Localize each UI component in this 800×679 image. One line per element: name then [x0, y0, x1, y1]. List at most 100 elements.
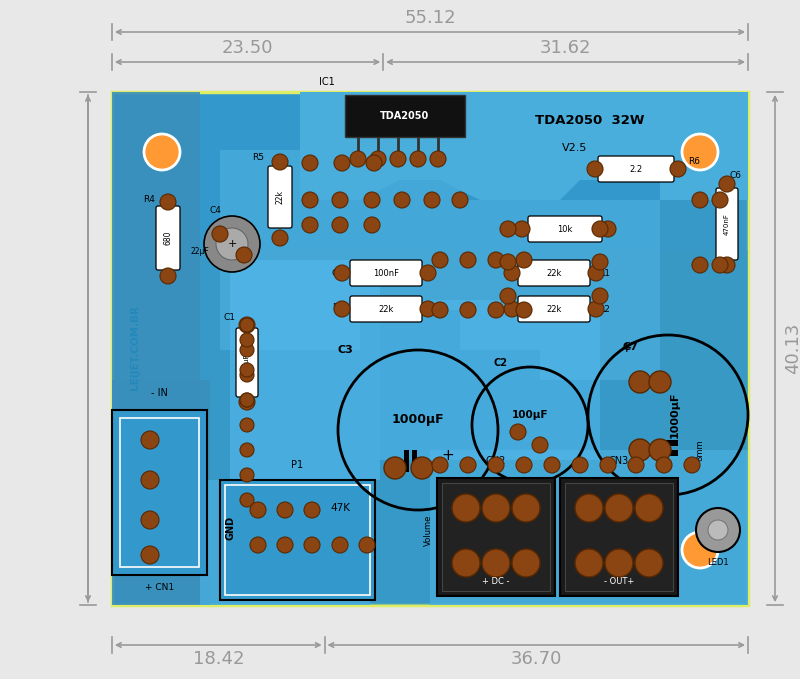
- Polygon shape: [660, 200, 748, 450]
- Circle shape: [141, 511, 159, 529]
- Text: + DC -: + DC -: [482, 577, 510, 586]
- Circle shape: [587, 161, 603, 177]
- Text: 8mm: 8mm: [695, 439, 705, 461]
- Circle shape: [277, 502, 293, 518]
- Text: 100μF: 100μF: [512, 410, 548, 420]
- Bar: [404, 450, 409, 472]
- Circle shape: [719, 257, 735, 273]
- Text: + CN1: + CN1: [145, 583, 174, 592]
- Text: C2: C2: [493, 358, 507, 368]
- Circle shape: [240, 443, 254, 457]
- Circle shape: [240, 318, 254, 332]
- FancyBboxPatch shape: [518, 260, 590, 286]
- Circle shape: [236, 247, 252, 263]
- Polygon shape: [430, 450, 748, 605]
- Circle shape: [384, 457, 406, 479]
- Circle shape: [390, 151, 406, 167]
- Circle shape: [692, 192, 708, 208]
- Circle shape: [512, 494, 540, 522]
- Bar: [442, 483, 550, 591]
- Circle shape: [394, 192, 410, 208]
- Circle shape: [334, 155, 350, 171]
- Circle shape: [304, 502, 320, 518]
- FancyBboxPatch shape: [350, 260, 422, 286]
- Circle shape: [141, 546, 159, 564]
- Circle shape: [141, 471, 159, 489]
- Text: 40.13: 40.13: [784, 323, 800, 374]
- Text: R5: R5: [252, 153, 264, 162]
- Circle shape: [572, 457, 588, 473]
- Text: C7: C7: [622, 342, 638, 352]
- Text: 10k: 10k: [558, 225, 573, 234]
- Text: LED1: LED1: [707, 558, 729, 567]
- Text: P1: P1: [291, 460, 303, 470]
- Circle shape: [239, 394, 255, 410]
- Circle shape: [432, 252, 448, 268]
- Text: R7: R7: [500, 223, 512, 232]
- Circle shape: [708, 520, 728, 540]
- Circle shape: [504, 301, 520, 317]
- Text: C3: C3: [337, 345, 353, 355]
- Circle shape: [304, 537, 320, 553]
- Text: 47K: 47K: [330, 503, 350, 513]
- Circle shape: [332, 537, 348, 553]
- Circle shape: [452, 549, 480, 577]
- Circle shape: [488, 252, 504, 268]
- Circle shape: [504, 265, 520, 281]
- Circle shape: [575, 494, 603, 522]
- Circle shape: [516, 302, 532, 318]
- Text: 22k: 22k: [275, 190, 285, 204]
- Polygon shape: [230, 260, 380, 480]
- Circle shape: [272, 230, 288, 246]
- Circle shape: [719, 176, 735, 192]
- Circle shape: [500, 254, 516, 270]
- Circle shape: [514, 221, 530, 237]
- Text: 18.42: 18.42: [193, 650, 244, 668]
- Circle shape: [605, 549, 633, 577]
- Text: 2.2: 2.2: [630, 164, 642, 174]
- Text: - IN: - IN: [151, 388, 168, 398]
- Circle shape: [277, 537, 293, 553]
- Circle shape: [696, 508, 740, 552]
- Text: C6: C6: [730, 171, 742, 180]
- Text: R2: R2: [598, 304, 610, 314]
- Text: +: +: [442, 447, 454, 462]
- Text: 100nF: 100nF: [373, 268, 399, 278]
- Circle shape: [240, 333, 254, 347]
- Text: 22k: 22k: [546, 268, 562, 278]
- Circle shape: [240, 418, 254, 432]
- Bar: [112, 410, 207, 575]
- Bar: [345, 95, 465, 137]
- Circle shape: [516, 457, 532, 473]
- Polygon shape: [112, 380, 210, 605]
- Bar: [220, 480, 375, 600]
- Bar: [560, 478, 678, 596]
- Circle shape: [240, 368, 254, 382]
- Circle shape: [350, 151, 366, 167]
- Circle shape: [656, 457, 672, 473]
- Circle shape: [482, 549, 510, 577]
- Circle shape: [160, 194, 176, 210]
- Circle shape: [144, 532, 180, 568]
- Text: CN3: CN3: [609, 456, 629, 466]
- Circle shape: [635, 549, 663, 577]
- Circle shape: [411, 457, 433, 479]
- Circle shape: [500, 288, 516, 304]
- Circle shape: [592, 288, 608, 304]
- Circle shape: [359, 537, 375, 553]
- Text: GND: GND: [225, 516, 235, 540]
- Circle shape: [592, 254, 608, 270]
- Text: 22k: 22k: [546, 304, 562, 314]
- Text: TDA2050  32W: TDA2050 32W: [535, 113, 645, 126]
- Circle shape: [544, 457, 560, 473]
- Polygon shape: [112, 92, 200, 560]
- Text: R1: R1: [598, 268, 610, 278]
- FancyBboxPatch shape: [156, 206, 180, 270]
- Circle shape: [240, 493, 254, 507]
- Circle shape: [460, 302, 476, 318]
- Circle shape: [420, 301, 436, 317]
- Circle shape: [240, 363, 254, 377]
- Circle shape: [141, 431, 159, 449]
- Text: LEIJET.COM.BR: LEIJET.COM.BR: [130, 306, 140, 390]
- Bar: [225, 485, 370, 595]
